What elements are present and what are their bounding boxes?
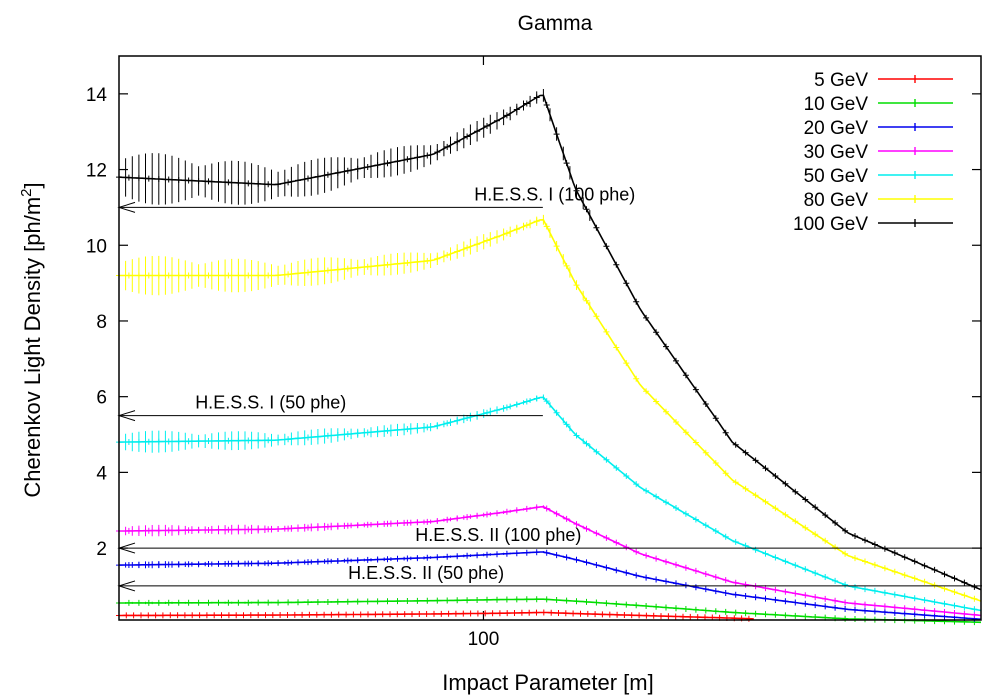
y-axis-label-sup: 2 — [18, 188, 35, 196]
series-line — [119, 505, 982, 617]
y-tick-label: 2 — [96, 539, 107, 560]
y-tick-label: 4 — [96, 463, 107, 484]
legend-label: 5 GeV — [814, 70, 868, 91]
y-axis-label-tail: ] — [20, 182, 45, 188]
series-30-gev — [116, 504, 982, 618]
threshold-lines: H.E.S.S. I (100 phe) H.E.S.S. I (50 phe) H… — [117, 184, 982, 592]
y-axis-label: Cherenkov Light Density [ph/m2] — [18, 182, 45, 497]
legend-entry: 50 GeV — [804, 166, 953, 187]
legend-label: 10 GeV — [804, 94, 869, 115]
legend-entry: 5 GeV — [814, 70, 953, 91]
legend-entry: 80 GeV — [804, 190, 953, 211]
chart-title: Gamma — [518, 12, 593, 35]
threshold-label: H.E.S.S. II (100 phe) — [415, 525, 581, 545]
legend-entry: 30 GeV — [804, 142, 953, 163]
threshold-0: H.E.S.S. I (100 phe) — [117, 184, 635, 213]
legend-entry: 20 GeV — [804, 118, 953, 139]
y-axis-label-main: Cherenkov Light Density [ph/m — [20, 197, 45, 498]
series-10-gev — [116, 596, 982, 626]
y-tick-label: 10 — [86, 236, 107, 257]
y-tick-label: 6 — [96, 388, 107, 409]
legend-label: 20 GeV — [804, 118, 869, 139]
series-markers — [116, 596, 978, 626]
legend-label: 50 GeV — [804, 166, 869, 187]
legend-entry: 10 GeV — [804, 94, 953, 115]
threshold-label: H.E.S.S. I (100 phe) — [474, 184, 635, 204]
legend-label: 100 GeV — [793, 214, 868, 235]
series-5-gev — [116, 609, 754, 622]
threshold-1: H.E.S.S. I (50 phe) — [117, 393, 543, 422]
series-line — [118, 94, 982, 591]
plot-frame — [118, 55, 982, 621]
x-axis-label: Impact Parameter [m] — [442, 670, 654, 695]
y-tick-label: 8 — [96, 312, 107, 333]
legend-entry: 100 GeV — [793, 214, 953, 235]
legend: 5 GeV 10 GeV 20 GeV 30 GeV 50 GeV 80 GeV 100 G… — [793, 70, 953, 235]
threshold-label: H.E.S.S. II (50 phe) — [348, 563, 504, 583]
series-80-gev — [116, 214, 982, 602]
legend-label: 30 GeV — [804, 142, 869, 163]
legend-label: 80 GeV — [804, 190, 869, 211]
series-line — [119, 598, 982, 624]
y-tick-label: 14 — [86, 85, 108, 106]
y-tick-label: 12 — [86, 161, 107, 182]
threshold-2: H.E.S.S. II (100 phe) — [117, 525, 982, 554]
series-50-gev — [116, 394, 982, 613]
x-tick-label: 100 — [468, 629, 500, 650]
series-line — [119, 551, 982, 620]
series-markers — [116, 395, 978, 613]
threshold-label: H.E.S.S. I (50 phe) — [195, 393, 346, 413]
axis-ticks: 2 4 6 8 10 12 14 100 — [86, 56, 981, 650]
series-line — [119, 218, 982, 602]
plot-series — [116, 89, 982, 626]
series-line — [119, 611, 754, 620]
series-line — [119, 396, 982, 612]
series-100-gev — [116, 89, 982, 591]
